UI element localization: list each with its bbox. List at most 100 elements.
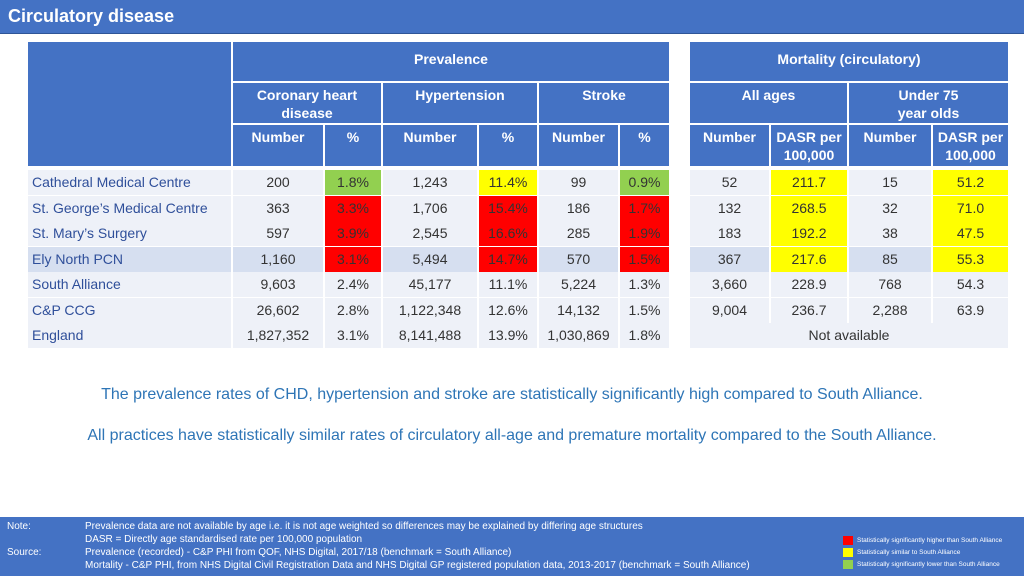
cell-all-n: 183	[690, 221, 769, 246]
stroke-percent-header: %	[620, 125, 669, 166]
cell-u75-n: 32	[849, 196, 931, 221]
summary-prevalence: The prevalence rates of CHD, hypertensio…	[101, 386, 923, 403]
all-number-header: Number	[690, 125, 769, 166]
row-label: St. George’s Medical Centre	[28, 196, 231, 221]
u75-dasr-header-line1: DASR per	[937, 129, 1004, 145]
cell-chd-n: 26,602	[233, 298, 323, 323]
hyp-number-header-label: Number	[403, 129, 457, 145]
note-label: Note:	[7, 521, 31, 532]
cell-hyp-p: 13.9%	[479, 323, 537, 348]
cell-str-p: 1.9%	[620, 221, 669, 246]
cell-hyp-p: 14.7%	[479, 247, 537, 272]
cell-hyp-p: 11.1%	[479, 272, 537, 297]
cell-str-n: 5,224	[539, 272, 618, 297]
cell-str-n: 99	[539, 170, 618, 195]
chd-number-header: Number	[233, 125, 323, 166]
legend-swatch-similar	[843, 548, 853, 557]
u75-dasr-header: DASR per 100,000	[933, 125, 1008, 166]
cell-str-n: 285	[539, 221, 618, 246]
stroke-percent-header-label: %	[638, 129, 651, 145]
cell-all-n: 52	[690, 170, 769, 195]
cell-chd-n: 363	[233, 196, 323, 221]
stroke-header: Stroke	[539, 83, 669, 123]
legend-label-lower: Statistically significantly lower than S…	[857, 561, 1000, 568]
cell-u75-n: 85	[849, 247, 931, 272]
all-ages-header: All ages	[690, 83, 847, 123]
source-label: Source:	[7, 547, 42, 558]
legend-label-similar: Statistically similar to South Alliance	[857, 549, 961, 556]
under75-header-line2: year olds	[897, 105, 960, 121]
all-dasr-header: DASR per 100,000	[771, 125, 847, 166]
cell-chd-p: 3.3%	[325, 196, 381, 221]
cell-hyp-n: 8,141,488	[383, 323, 477, 348]
mortality-header: Mortality (circulatory)	[690, 42, 1008, 81]
all-dasr-header-line1: DASR per	[776, 129, 842, 145]
cell-str-p: 1.3%	[620, 272, 669, 297]
cell-str-p: 1.5%	[620, 298, 669, 323]
summary-mortality: All practices have statistically similar…	[87, 427, 937, 444]
cell-chd-p: 2.4%	[325, 272, 381, 297]
cell-chd-p: 3.1%	[325, 323, 381, 348]
stroke-number-header-label: Number	[552, 129, 605, 145]
cell-chd-p: 2.8%	[325, 298, 381, 323]
cell-all-dasr: 236.7	[771, 298, 847, 323]
hyp-percent-header: %	[479, 125, 537, 166]
cell-str-p: 0.9%	[620, 170, 669, 195]
hyp-number-header: Number	[383, 125, 477, 166]
not-available-note: Not available	[690, 323, 1008, 348]
chd-number-header-label: Number	[251, 129, 305, 145]
cell-chd-n: 9,603	[233, 272, 323, 297]
cell-u75-dasr: 71.0	[933, 196, 1008, 221]
chd-percent-header: %	[325, 125, 381, 166]
under75-header: Under 75 year olds	[849, 83, 1008, 123]
cell-str-p: 1.7%	[620, 196, 669, 221]
row-label: Ely North PCN	[28, 247, 231, 272]
legend-swatch-lower	[843, 560, 853, 569]
cell-u75-dasr: 51.2	[933, 170, 1008, 195]
cell-all-n: 132	[690, 196, 769, 221]
cell-chd-p: 3.1%	[325, 247, 381, 272]
cell-chd-n: 200	[233, 170, 323, 195]
source-line-1: Prevalence (recorded) - C&P PHI from QOF…	[85, 547, 512, 558]
prevalence-header-label: Prevalence	[414, 51, 488, 67]
cell-all-n: 3,660	[690, 272, 769, 297]
cell-chd-n: 1,827,352	[233, 323, 323, 348]
cell-chd-p: 3.9%	[325, 221, 381, 246]
row-label: St. Mary’s Surgery	[28, 221, 231, 246]
cell-all-dasr: 217.6	[771, 247, 847, 272]
cell-chd-p: 1.8%	[325, 170, 381, 195]
cell-u75-n: 38	[849, 221, 931, 246]
mortality-header-label: Mortality (circulatory)	[777, 51, 921, 67]
cell-all-dasr: 228.9	[771, 272, 847, 297]
footer: Note: Prevalence data are not available …	[0, 517, 1024, 576]
chd-percent-header-label: %	[346, 129, 360, 145]
cell-u75-dasr: 47.5	[933, 221, 1008, 246]
cell-all-dasr: 211.7	[771, 170, 847, 195]
row-header-corner	[28, 42, 231, 166]
u75-dasr-header-line2: 100,000	[945, 147, 996, 163]
all-number-header-label: Number	[703, 129, 756, 145]
row-label: Cathedral Medical Centre	[28, 170, 231, 195]
hyp-percent-header-label: %	[501, 129, 515, 145]
cell-hyp-n: 1,122,348	[383, 298, 477, 323]
hypertension-header-label: Hypertension	[415, 87, 505, 103]
row-label: C&P CCG	[28, 298, 231, 323]
cell-hyp-p: 12.6%	[479, 298, 537, 323]
cell-str-n: 1,030,869	[539, 323, 618, 348]
cell-hyp-n: 1,706	[383, 196, 477, 221]
cell-str-n: 186	[539, 196, 618, 221]
cell-str-n: 570	[539, 247, 618, 272]
hypertension-header: Hypertension	[383, 83, 537, 123]
cell-hyp-n: 45,177	[383, 272, 477, 297]
source-line-2: Mortality - C&P PHI, from NHS Digital Ci…	[85, 560, 750, 571]
cell-all-dasr: 192.2	[771, 221, 847, 246]
cell-all-n: 9,004	[690, 298, 769, 323]
all-ages-header-label: All ages	[741, 87, 796, 103]
cell-u75-dasr: 55.3	[933, 247, 1008, 272]
cell-str-p: 1.8%	[620, 323, 669, 348]
under75-header-line1: Under 75	[898, 87, 959, 103]
stroke-number-header: Number	[539, 125, 618, 166]
cell-u75-dasr: 63.9	[933, 298, 1008, 323]
chd-header-line2: disease	[281, 105, 333, 121]
title-bar: Circulatory disease	[0, 0, 1024, 34]
